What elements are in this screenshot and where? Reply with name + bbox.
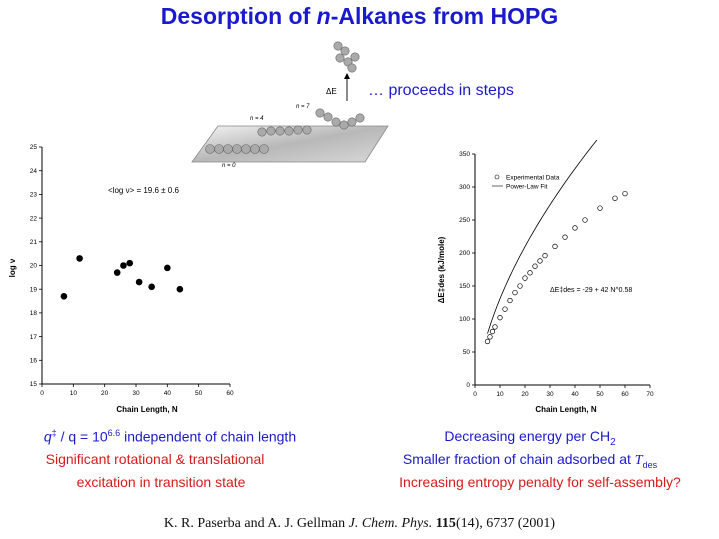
- left-y-tick-label: 16: [30, 358, 38, 365]
- right-data-point: [484, 338, 491, 345]
- left-y-tick-label: 22: [30, 215, 38, 222]
- right-data-point: [562, 234, 568, 240]
- right-ylabel: ΔE‡des (kJ/mole): [437, 236, 446, 303]
- right-data-point: [512, 289, 518, 296]
- right-xlabel: Chain Length, N: [535, 405, 597, 414]
- right-caption-1: Decreasing energy per CH2: [444, 428, 616, 448]
- right-data-point: [517, 283, 523, 289]
- partially-desorbed-chain: [257, 125, 312, 137]
- right-fit-line: [487, 140, 598, 334]
- left-axes: 0 10 20 30 40 50 60 15 16 17 18 19 20 21 22 23 24 25: [30, 144, 234, 397]
- desorbed-molecule: [333, 41, 360, 73]
- right-caption-2: Smaller fraction of chain adsorbed at Td…: [402, 451, 658, 470]
- left-x-tick-label: 40: [164, 390, 172, 397]
- adsorbed-chain: [205, 144, 269, 154]
- right-data-point: [582, 217, 588, 223]
- left-x-tick-label: 0: [40, 390, 44, 397]
- right-x-tick-label: 30: [546, 391, 554, 398]
- n4-label: n = 4: [250, 116, 264, 122]
- right-y-tick-label: 200: [459, 250, 470, 257]
- steps-text: … proceeds in steps: [368, 82, 514, 99]
- delta-e-label: ΔE: [326, 87, 337, 96]
- left-data-point: [120, 262, 127, 269]
- legend-marker-data: [494, 174, 500, 180]
- left-data-point: [60, 293, 68, 300]
- lifting-chain: [315, 108, 365, 130]
- left-data-point: [176, 285, 184, 293]
- adsorption-schematic: ΔE n = 7 n = 4 n = 0: [191, 41, 389, 169]
- left-x-tick-label: 10: [70, 390, 78, 397]
- right-data-point: [532, 263, 538, 269]
- left-caption-3: excitation in transition state: [76, 474, 246, 490]
- right-data-point: [537, 258, 543, 264]
- right-data-point: [527, 270, 533, 276]
- right-chart: 0 10 20 30 40 50 60 70 0 50 100 150 200 250 300 350 Exp…: [437, 140, 654, 414]
- right-data-point: [612, 195, 618, 201]
- left-y-tick-label: 19: [30, 286, 38, 293]
- right-data-point: [622, 190, 628, 197]
- left-data-point: [113, 269, 121, 276]
- right-y-tick-label: 300: [459, 184, 470, 191]
- left-data-point: [148, 283, 155, 291]
- legend-label-data: Experimental Data: [506, 175, 560, 182]
- slide-title: Desorption of n-Alkanes from HOPG: [160, 3, 559, 29]
- left-annotation: <log ν> = 19.6 ± 0.6: [108, 186, 179, 195]
- left-data-point: [164, 264, 171, 272]
- right-x-tick-label: 20: [521, 391, 529, 398]
- left-y-tick-label: 18: [30, 310, 38, 317]
- right-x-tick-label: 10: [496, 391, 504, 398]
- right-y-tick-label: 50: [463, 349, 471, 356]
- left-chart: 0 10 20 30 40 50 60 15 16 17 18 19 20 21 22 23 24 25 <log…: [8, 144, 234, 414]
- right-data-point: [487, 334, 493, 340]
- left-x-tick-label: 20: [101, 390, 109, 397]
- right-data-point: [497, 315, 503, 321]
- right-y-tick-label: 0: [466, 382, 470, 389]
- citation: K. R. Paserba and A. J. Gellman J. Chem.…: [163, 516, 556, 531]
- right-x-tick-label: 60: [621, 391, 629, 398]
- right-data-point: [502, 306, 508, 312]
- right-annotation: ΔE‡des = -29 + 42 N^0.58: [550, 287, 632, 294]
- left-data-point: [76, 255, 83, 262]
- right-x-tick-label: 50: [596, 391, 604, 398]
- left-y-tick-label: 15: [30, 381, 38, 388]
- right-caption-3: Increasing entropy penalty for self-asse…: [399, 474, 681, 490]
- left-y-tick-label: 24: [30, 168, 38, 175]
- right-data-point: [507, 297, 513, 304]
- right-x-tick-label: 70: [646, 391, 654, 398]
- left-xlabel: Chain Length, N: [116, 405, 178, 414]
- left-y-tick-label: 20: [30, 263, 38, 270]
- right-data-point: [489, 328, 496, 335]
- right-axes: 0 10 20 30 40 50 60 70 0 50 100 150 200 250 300 350: [459, 151, 654, 398]
- right-data-point: [492, 324, 498, 330]
- left-data-point: [135, 278, 143, 286]
- right-data-point: [572, 225, 578, 231]
- left-y-tick-label: 17: [30, 334, 38, 341]
- right-y-tick-label: 250: [459, 217, 470, 224]
- right-y-tick-label: 100: [459, 316, 470, 323]
- right-x-tick-label: 40: [571, 391, 579, 398]
- left-x-tick-label: 60: [226, 390, 234, 397]
- n7-label: n = 7: [296, 104, 310, 110]
- right-data-point: [522, 275, 528, 281]
- right-x-tick-label: 0: [473, 391, 477, 398]
- left-caption-2: Significant rotational & translational: [45, 451, 265, 467]
- right-marks: [484, 140, 628, 345]
- graphite-surface: [191, 125, 389, 163]
- left-y-tick-label: 21: [30, 239, 38, 246]
- right-data-point: [542, 252, 548, 259]
- right-data-point: [552, 243, 558, 250]
- right-y-tick-label: 150: [459, 283, 470, 290]
- left-caption-1: q‡ / q = 106.6 independent of chain leng…: [43, 428, 297, 445]
- left-x-tick-label: 30: [132, 390, 140, 397]
- left-x-tick-label: 50: [195, 390, 203, 397]
- left-data-point: [126, 259, 134, 267]
- left-ylabel: log ν: [8, 258, 17, 277]
- left-marks: [60, 255, 184, 300]
- n0-label: n = 0: [222, 163, 236, 169]
- left-y-tick-label: 23: [30, 192, 38, 199]
- left-y-tick-label: 25: [30, 144, 38, 151]
- right-data-point: [597, 205, 603, 211]
- right-y-tick-label: 350: [459, 151, 470, 158]
- legend-label-fit: Power-Law Fit: [506, 184, 548, 191]
